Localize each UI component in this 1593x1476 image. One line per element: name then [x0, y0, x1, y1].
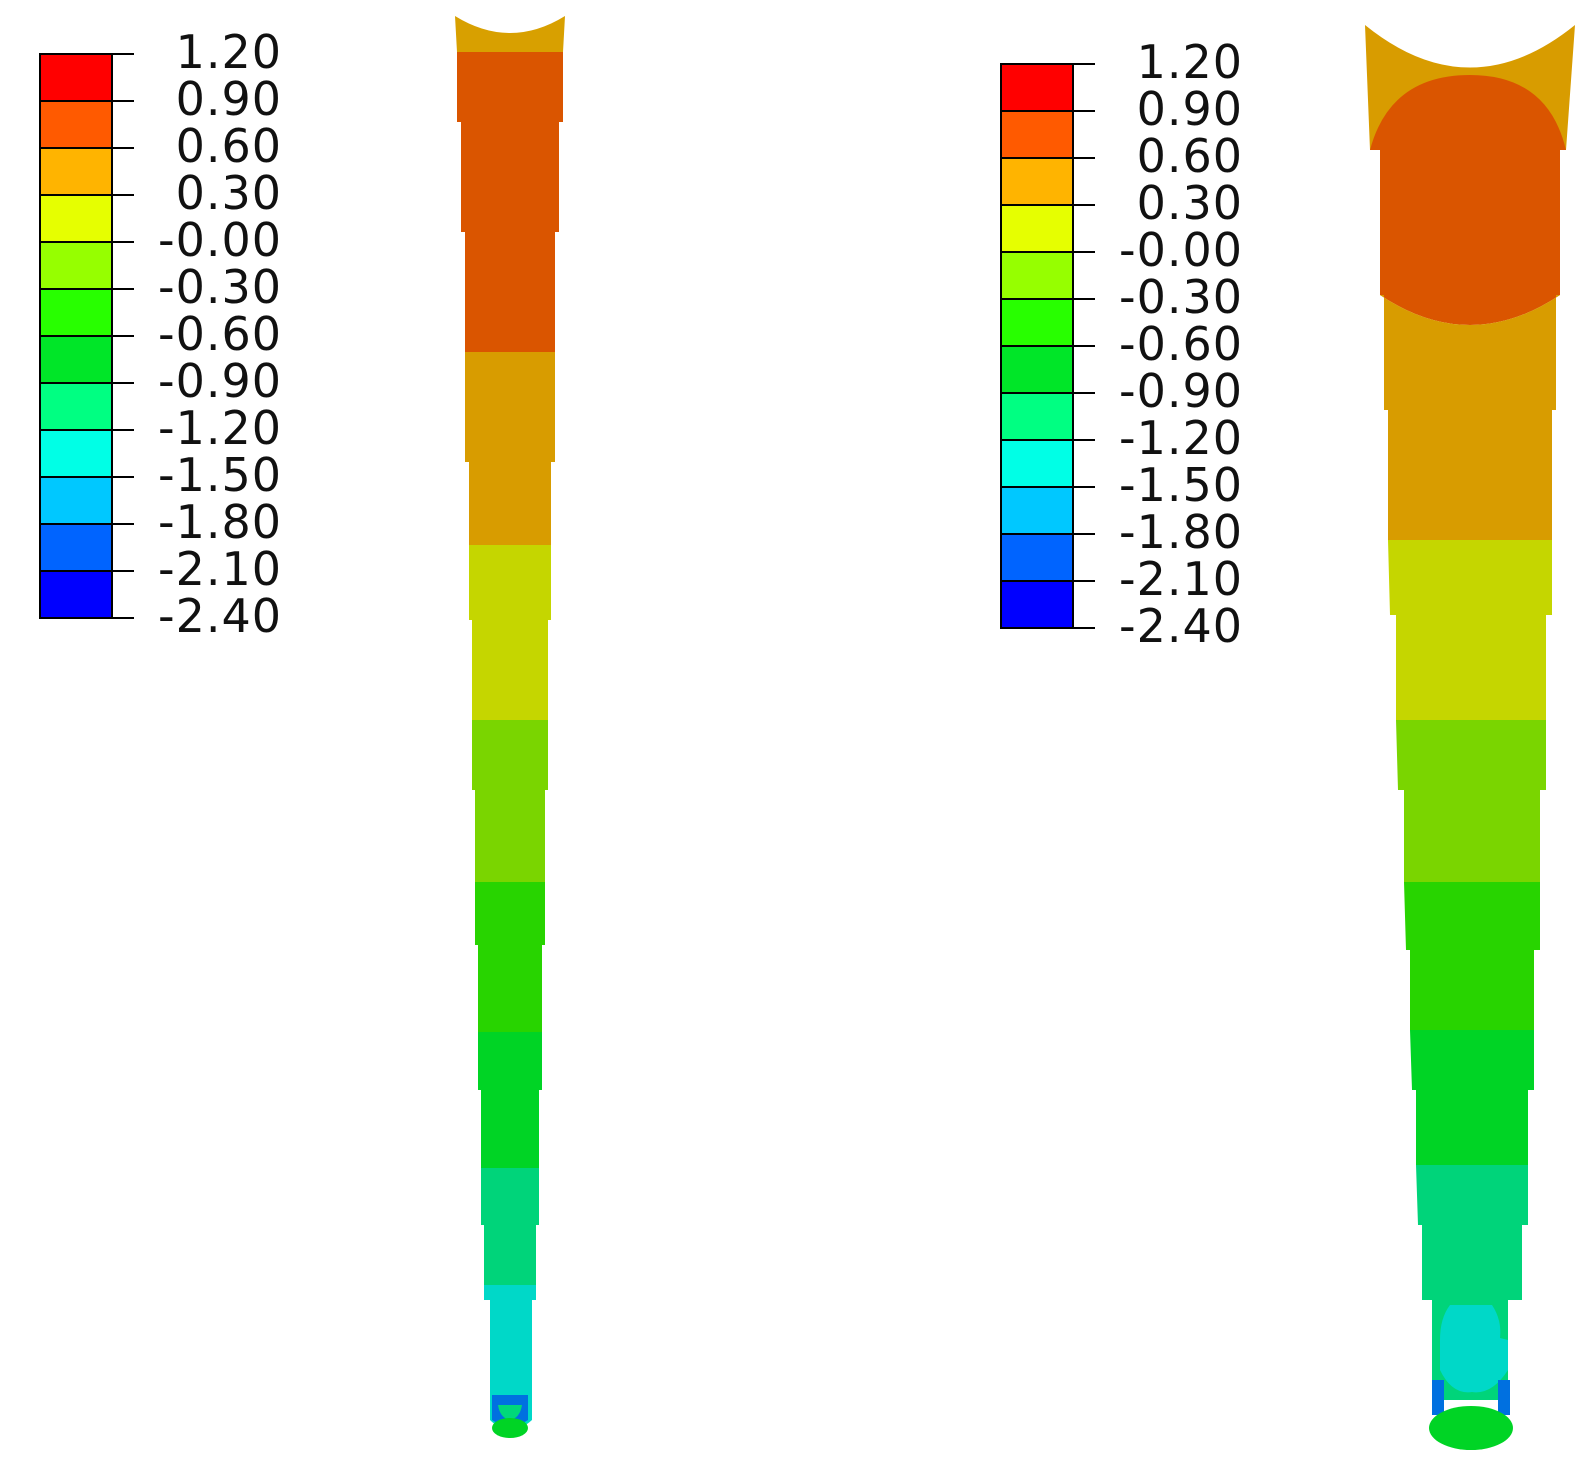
- right-legend-band: [1000, 63, 1074, 112]
- right-legend-band: [1000, 157, 1074, 206]
- right-legend-band: [1000, 298, 1074, 347]
- right-legend-band: [1000, 204, 1074, 253]
- right-legend-band: [1000, 439, 1074, 488]
- left-legend-label: -0.90: [158, 354, 282, 408]
- left-legend: 1.20 0.90 0.60 0.30 -0.00 -0.30 -0.60 -0…: [39, 25, 282, 643]
- left-rod-band: [455, 16, 565, 52]
- left-rod-band: [472, 720, 548, 882]
- left-legend-label: -2.10: [158, 542, 282, 596]
- left-legend-label: -1.20: [158, 401, 282, 455]
- left-rod-band: [481, 1168, 539, 1285]
- right-legend-label: -0.90: [1119, 364, 1243, 418]
- right-rod-band: [1380, 295, 1560, 540]
- right-legend-band: [1000, 110, 1074, 159]
- left-rod-band: [478, 1032, 542, 1168]
- left-legend-band: [39, 382, 113, 431]
- left-rod-band: [465, 352, 555, 545]
- left-legend-label: -2.40: [158, 589, 282, 643]
- left-legend-ticks: [112, 53, 134, 619]
- right-panel: 1.20 0.90 0.60 0.30 -0.00 -0.30 -0.60 -0…: [1000, 25, 1575, 1450]
- right-legend-label: -2.40: [1119, 599, 1243, 653]
- right-legend-label: -0.60: [1119, 317, 1243, 371]
- left-legend-label: -0.30: [158, 260, 282, 314]
- right-rod-contour: [1365, 25, 1575, 1450]
- right-rod-band: [1404, 882, 1540, 1030]
- left-rod-band: [498, 1405, 522, 1420]
- left-legend-band: [39, 429, 113, 478]
- right-legend-label: -0.30: [1119, 270, 1243, 324]
- right-legend-labels: 1.20 0.90 0.60 0.30 -0.00 -0.30 -0.60 -0…: [1119, 35, 1243, 653]
- right-rod-band: [1440, 1305, 1508, 1393]
- left-legend-label: -1.50: [158, 448, 282, 502]
- left-legend-band: [39, 570, 113, 619]
- right-legend-label: 1.20: [1137, 35, 1243, 89]
- right-rod-band: [1498, 1380, 1510, 1415]
- right-legend-band: [1000, 580, 1074, 629]
- right-legend-band: [1000, 345, 1074, 394]
- left-rod-tip: [492, 1418, 528, 1438]
- right-legend-band: [1000, 392, 1074, 441]
- right-legend-label: 0.90: [1137, 82, 1243, 136]
- left-legend-band: [39, 476, 113, 525]
- left-legend-band: [39, 523, 113, 572]
- left-rod-band: [469, 545, 551, 720]
- left-rod-contour: [455, 16, 565, 1438]
- right-legend-band: [1000, 486, 1074, 535]
- right-rod-band: [1388, 540, 1552, 720]
- left-legend-band: [39, 100, 113, 149]
- left-legend-label: 1.20: [176, 25, 282, 79]
- right-rod-band: [1370, 75, 1566, 325]
- right-legend-label: -1.20: [1119, 411, 1243, 465]
- left-legend-label: -0.00: [158, 213, 282, 267]
- left-legend-band: [39, 53, 113, 102]
- right-rod-band: [1396, 720, 1546, 882]
- left-legend-band: [39, 147, 113, 196]
- left-legend-label: -0.60: [158, 307, 282, 361]
- right-legend-label: 0.60: [1137, 129, 1243, 183]
- right-legend-ticks: [1073, 63, 1095, 629]
- left-legend-label: -1.80: [158, 495, 282, 549]
- right-legend: 1.20 0.90 0.60 0.30 -0.00 -0.30 -0.60 -0…: [1000, 35, 1243, 653]
- right-legend-label: -2.10: [1119, 552, 1243, 606]
- right-legend-label: -0.00: [1119, 223, 1243, 277]
- right-legend-label: 0.30: [1137, 176, 1243, 230]
- right-legend-label: -1.80: [1119, 505, 1243, 559]
- right-legend-band: [1000, 533, 1074, 582]
- left-legend-label: 0.90: [176, 72, 282, 126]
- left-legend-bands: [39, 53, 113, 619]
- left-legend-label: 0.60: [176, 119, 282, 173]
- left-legend-band: [39, 335, 113, 384]
- left-legend-band: [39, 241, 113, 290]
- left-rod-band: [457, 52, 563, 352]
- right-legend-band: [1000, 251, 1074, 300]
- right-legend-label: -1.50: [1119, 458, 1243, 512]
- left-panel: 1.20 0.90 0.60 0.30 -0.00 -0.30 -0.60 -0…: [39, 16, 565, 1438]
- right-legend-bands: [1000, 63, 1074, 629]
- left-legend-label: 0.30: [176, 166, 282, 220]
- right-rod-band: [1410, 1030, 1534, 1165]
- left-rod-band: [484, 1285, 536, 1430]
- left-legend-labels: 1.20 0.90 0.60 0.30 -0.00 -0.30 -0.60 -0…: [158, 25, 282, 643]
- right-rod-tip: [1429, 1406, 1513, 1450]
- right-rod-band: [1432, 1380, 1444, 1415]
- left-rod-band: [475, 882, 545, 1032]
- left-legend-band: [39, 288, 113, 337]
- left-legend-band: [39, 194, 113, 243]
